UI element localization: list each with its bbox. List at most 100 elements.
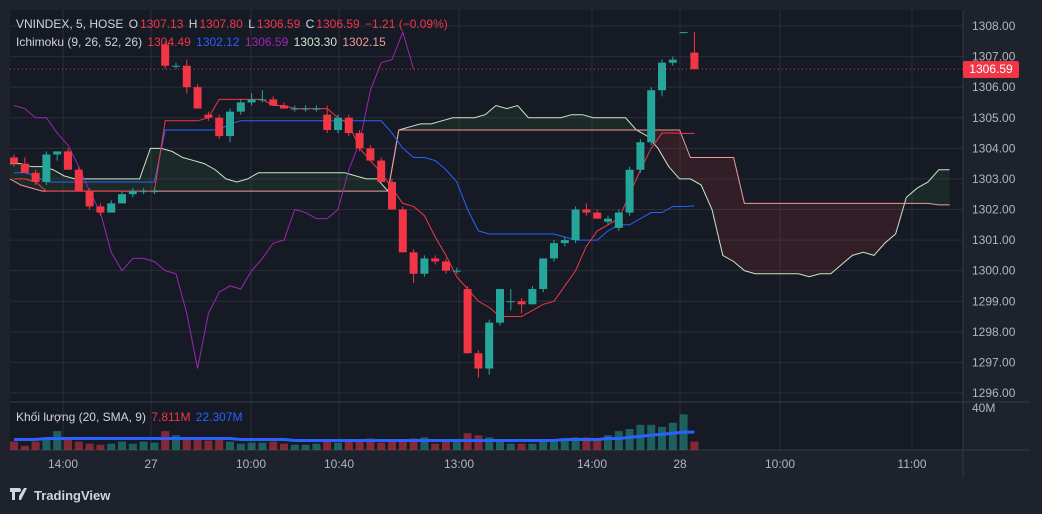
y-tick-label: 1302.00 (972, 203, 1016, 217)
candle-body (172, 65, 180, 67)
candle-body (161, 44, 170, 66)
ichimoku-spanA-value: 1303.30 (293, 35, 338, 49)
ohlc-legend: VNINDEX, 5, HOSE O 1307.13 H 1307.80 L 1306… (16, 17, 450, 31)
x-tick-label: 14:00 (577, 457, 607, 471)
volume-bar (355, 439, 364, 450)
volume-bar (118, 441, 126, 450)
candle-body (485, 322, 494, 369)
volume-bar (344, 440, 353, 450)
change-value: −1.21 (−0.09%) (365, 17, 448, 31)
candle-body (571, 209, 580, 241)
candle-body (679, 32, 688, 34)
candle-body (506, 301, 515, 303)
volume-bar (506, 443, 515, 450)
candle-body (53, 151, 62, 155)
cloud-bullish-fill (906, 169, 950, 205)
leading-span-a-line (10, 104, 950, 278)
candle-body (139, 191, 148, 193)
candle-body (647, 90, 656, 143)
cloud-bullish-fill (10, 105, 648, 192)
tradingview-logo[interactable]: TradingView (10, 488, 110, 503)
volume-bar (658, 426, 666, 450)
volume-bar (150, 442, 159, 450)
candle-body (312, 108, 321, 110)
tradingview-brand: TradingView (34, 488, 111, 503)
y-tick-label: 1301.00 (972, 233, 1016, 247)
volume-ma-line (14, 430, 695, 443)
volume-bar (647, 424, 656, 450)
volume-bar (388, 441, 396, 450)
volume-bar (182, 437, 191, 450)
volume-bar (312, 443, 321, 450)
candle-body (215, 117, 224, 137)
candle-body (31, 172, 40, 182)
volume-bar (236, 443, 245, 450)
volume-bar (226, 441, 234, 450)
volume-bar (625, 429, 634, 450)
volume-axis-label: 40M (972, 401, 995, 415)
y-tick-label: 1308.00 (972, 19, 1016, 33)
plot-background (10, 10, 963, 450)
candle-body (236, 102, 245, 112)
candle-body (64, 151, 72, 170)
candle-body (107, 203, 116, 213)
candle-body (517, 301, 526, 305)
volume-bar (139, 441, 148, 450)
candle-body (301, 108, 310, 110)
volume-bar (474, 435, 483, 450)
x-tick-label: 11:00 (897, 457, 926, 471)
volume-bar (604, 435, 612, 450)
volume-bar (409, 438, 418, 450)
last-price-tag: 1306.59 (963, 61, 1019, 78)
candle-body (20, 163, 29, 173)
ichimoku-label[interactable]: Ichimoku (9, 26, 52, 26) (16, 35, 143, 49)
candle-body (614, 212, 623, 228)
candle-body (431, 258, 440, 262)
volume-bar (690, 441, 699, 450)
volume-bar (485, 437, 494, 450)
volume-label[interactable]: Khối lượng (20, SMA, 9) (16, 410, 146, 424)
volume-bar (128, 443, 137, 450)
volume-legend: Khối lượng (20, SMA, 9) 7.811M 22.307M (16, 410, 245, 424)
candle-body (150, 191, 159, 193)
volume-bar (582, 437, 591, 450)
candle-body (118, 194, 126, 204)
y-tick-label: 1296.00 (972, 386, 1016, 400)
volume-bar (420, 437, 429, 450)
volume-bar (20, 445, 29, 450)
candle-body (420, 258, 429, 274)
candle-body (625, 169, 634, 213)
volume-bar (496, 441, 504, 450)
volume-bar (215, 439, 224, 450)
volume-bar (10, 441, 18, 450)
candle-body (247, 99, 256, 103)
close-label: C (305, 17, 315, 31)
volume-bar (398, 440, 407, 450)
candle-body (452, 270, 461, 272)
ichimoku-legend: Ichimoku (9, 26, 52, 26) 1304.49 1302.12… (16, 35, 388, 49)
candle-body (442, 261, 450, 271)
candle-body (690, 52, 699, 70)
volume-bar (64, 439, 72, 450)
candle-body (528, 289, 537, 305)
high-value: 1307.80 (199, 17, 243, 31)
candle-body (74, 169, 83, 192)
volume-bar (204, 440, 213, 450)
x-tick-label: 13:00 (444, 457, 474, 471)
volume-bar (528, 443, 537, 450)
x-tick-label: 10:00 (236, 457, 266, 471)
candle-body (128, 191, 137, 195)
volume-bar (85, 443, 94, 450)
symbol-label[interactable]: VNINDEX, 5, HOSE (16, 17, 124, 31)
volume-bar (74, 441, 83, 450)
tradingview-logo-icon (10, 488, 30, 503)
volume-bar (269, 441, 278, 450)
volume-bar (560, 439, 569, 450)
x-tick-label: 10:00 (765, 457, 795, 471)
y-tick-label: 1306.00 (972, 80, 1016, 94)
close-value: 1306.59 (316, 17, 360, 31)
candle-body (344, 117, 353, 134)
y-tick-label: 1303.00 (972, 172, 1016, 186)
